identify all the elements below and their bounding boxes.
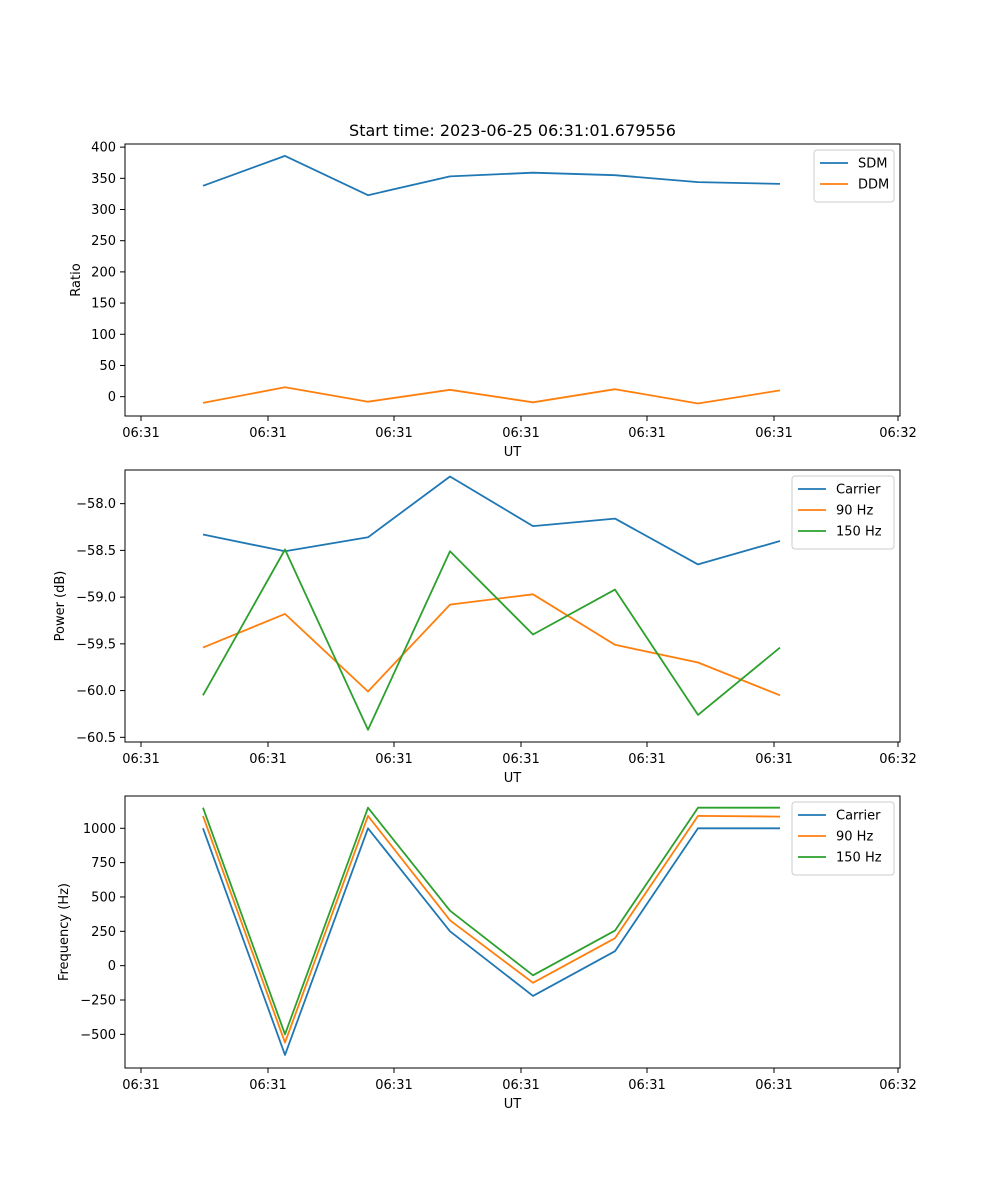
y-tick-label: 250 — [91, 925, 116, 940]
x-tick-label: 06:31 — [249, 426, 286, 441]
y-tick-label: 0 — [108, 959, 116, 974]
x-tick-label: 06:31 — [122, 752, 159, 767]
x-tick-label: 06:31 — [628, 1078, 665, 1093]
y-tick-label: 300 — [91, 203, 116, 218]
legend: SDM DDM — [813, 149, 895, 203]
x-tick-label: 06:32 — [879, 1078, 916, 1093]
y-tick-label: −250 — [80, 994, 116, 1009]
axes-frame — [124, 143, 901, 417]
x-tick-label: 06:31 — [628, 426, 665, 441]
y-tick-label: 500 — [91, 890, 116, 905]
y-tick-label: 250 — [91, 234, 116, 249]
x-tick-label: 06:31 — [375, 426, 412, 441]
x-tick-label: 06:31 — [755, 426, 792, 441]
y-axis-label: Power (dB) — [53, 571, 68, 642]
x-axis-label: UT — [504, 771, 522, 786]
chart-panel-3: 06:31 06:31 06:31 06:31 06:31 06:31 06:32 UT −50… — [57, 795, 917, 1112]
y-tick-label: −59.5 — [76, 637, 116, 652]
y-tick-label: 750 — [91, 856, 116, 871]
y-tick-label: 400 — [91, 141, 116, 156]
x-tick-label: 06:31 — [122, 1078, 159, 1093]
y-tick-label: 50 — [99, 359, 116, 374]
x-axis-label: UT — [504, 445, 522, 460]
y-tick-label: −58.0 — [76, 497, 116, 512]
x-tick-label: 06:31 — [249, 752, 286, 767]
y-tick-label: 100 — [91, 328, 116, 343]
x-tick-label: 06:31 — [502, 752, 539, 767]
legend-label: 90 Hz — [836, 504, 873, 519]
chart-panel-2: 06:31 06:31 06:31 06:31 06:31 06:31 06:32 UT −58… — [53, 469, 917, 786]
x-tick-label: 06:31 — [122, 426, 159, 441]
axes-frame — [124, 469, 901, 743]
series-line-carrier — [202, 827, 780, 1056]
legend-label: 90 Hz — [836, 830, 873, 845]
x-tick-label: 06:31 — [249, 1078, 286, 1093]
legend-label: Carrier — [836, 483, 881, 498]
x-tick-label: 06:32 — [879, 752, 916, 767]
y-tick-label: 150 — [91, 297, 116, 312]
series-line-90-hz — [202, 593, 781, 697]
y-tick-label: 0 — [108, 390, 116, 405]
y-tick-label: −500 — [80, 1028, 116, 1043]
y-tick-label: −60.0 — [76, 684, 116, 699]
legend-label: SDM — [858, 157, 887, 172]
legend: Carrier 90 Hz 150 Hz — [791, 801, 895, 876]
x-tick-label: 06:31 — [755, 752, 792, 767]
y-tick-label: −58.5 — [76, 544, 116, 559]
series-line-90-hz — [202, 815, 781, 1044]
x-tick-label: 06:31 — [755, 1078, 792, 1093]
chart-title: Start time: 2023-06-25 06:31:01.679556 — [349, 121, 676, 140]
x-tick-label: 06:32 — [879, 426, 916, 441]
y-tick-label: 200 — [91, 265, 116, 280]
legend: Carrier 90 Hz 150 Hz — [791, 475, 895, 550]
x-tick-label: 06:31 — [502, 1078, 539, 1093]
series-line-sdm — [202, 154, 781, 197]
legend-label: 150 Hz — [836, 851, 882, 866]
y-tick-label: −59.0 — [76, 591, 116, 606]
y-axis-label: Frequency (Hz) — [57, 883, 72, 981]
x-tick-label: 06:31 — [375, 1078, 412, 1093]
x-axis-label: UT — [504, 1097, 522, 1112]
x-tick-label: 06:31 — [502, 426, 539, 441]
y-tick-label: −60.5 — [76, 731, 116, 746]
axes-frame — [124, 795, 901, 1069]
series-line-carrier — [202, 475, 781, 566]
y-tick-label: 350 — [91, 172, 116, 187]
series-line-150-hz — [202, 548, 781, 731]
legend-label: 150 Hz — [836, 525, 882, 540]
legend-label: Carrier — [836, 809, 881, 824]
x-tick-label: 06:31 — [628, 752, 665, 767]
chart-panel-1: Start time: 2023-06-25 06:31:01.679556 06… — [69, 121, 917, 460]
x-tick-label: 06:31 — [375, 752, 412, 767]
series-line-ddm — [202, 386, 781, 405]
series-line-150-hz — [202, 806, 780, 1036]
y-tick-label: 1000 — [83, 822, 116, 837]
legend-label: DDM — [858, 178, 889, 193]
y-axis-label: Ratio — [69, 263, 84, 296]
